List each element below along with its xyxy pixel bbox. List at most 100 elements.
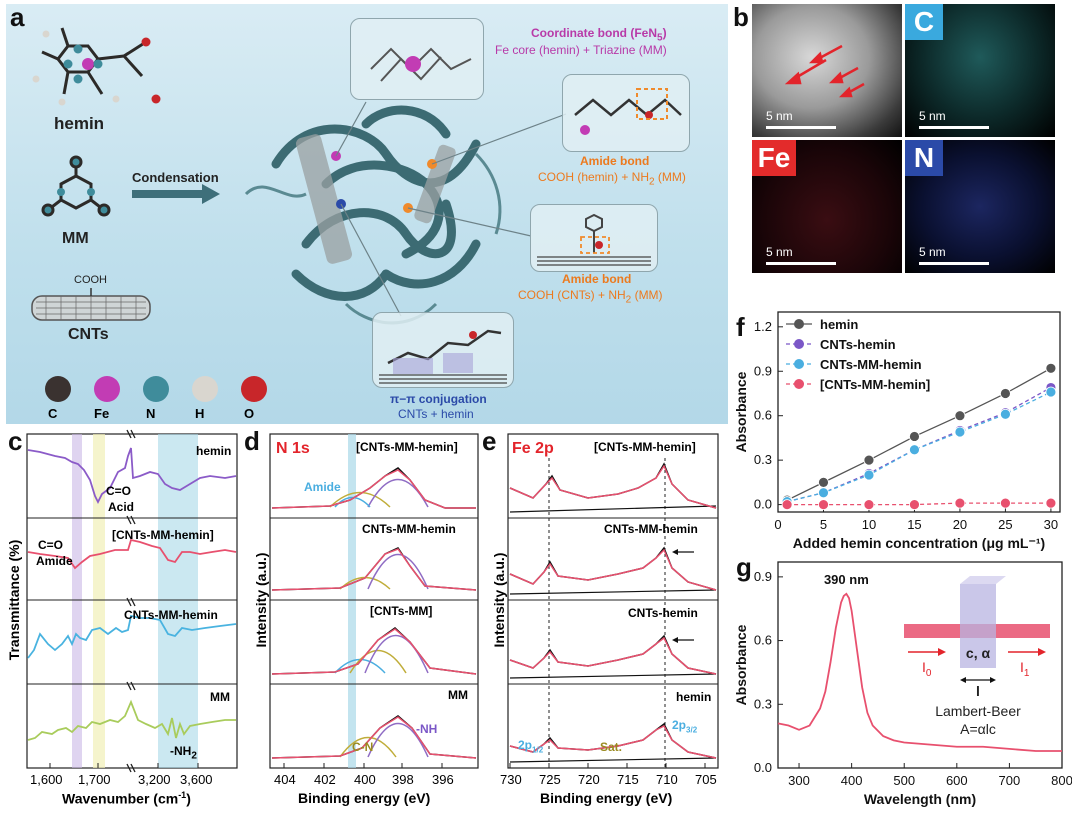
- ftir-trace-cnts-mm-hemin-bracket: [27, 538, 237, 570]
- panel-f-legend-marker-0: [794, 319, 804, 329]
- panel-g-ytick-label: 0.6: [754, 633, 772, 648]
- panel-d-frame: [269, 433, 479, 769]
- em-badge-fe: Fe: [752, 140, 796, 176]
- panel-d-xlabel: Binding energy (eV): [298, 790, 431, 806]
- pi-conjugation-inset: [372, 312, 514, 388]
- xps-n1s-label-4: MM: [448, 688, 468, 702]
- ann-e-2p32: 2p3/2: [672, 718, 697, 734]
- coord-bond-title-close: ): [662, 26, 667, 40]
- ann-co-acid: C=O: [106, 484, 132, 498]
- panel-e-ylabel: Intensity (a.u.): [491, 552, 507, 648]
- lambert-beer-equation-label: A=αlc: [960, 721, 996, 737]
- panel-f-point: [818, 476, 829, 488]
- inset-connectors: [335, 101, 567, 317]
- atom-legend: [45, 376, 267, 402]
- ftir-label-mm: MM: [210, 690, 230, 704]
- pipi-title: π−π conjugation: [390, 392, 487, 406]
- lambert-beer-i1-arrowhead-icon: [1038, 648, 1046, 656]
- ann-e-2p12: 2p1/2: [518, 738, 543, 754]
- ann-nh2-text: -NH: [170, 744, 192, 758]
- panel-f-ytick-label: 0.0: [754, 497, 772, 512]
- atom-c-label: C: [48, 406, 58, 421]
- panel-f-point: [909, 444, 920, 456]
- scale-bar-fe: [766, 262, 836, 265]
- panel-e-dividers: [508, 517, 718, 685]
- panel-g-xtick-label: 400: [841, 773, 863, 788]
- coord-bond-molecule-icon: [370, 47, 472, 82]
- panel-f-legend-label-0: hemin: [820, 317, 858, 332]
- panel-f-point: [863, 469, 875, 481]
- panel-f-point: [954, 410, 966, 422]
- panel-d-tick-0: 404: [274, 772, 296, 787]
- coord-bond-title: Coordinate bond (FeN5): [531, 26, 667, 43]
- ann-acid: Acid: [108, 500, 135, 514]
- panel-e-xlabel: Binding energy (eV): [540, 790, 673, 806]
- panel-f-ytick-label: 0.3: [754, 452, 772, 467]
- ftir-label-cnts-mm-hemin: CNTs-MM-hemin: [124, 608, 218, 622]
- mm-molecule-icon: [41, 155, 111, 217]
- amide-bond-desc-1-tail: (MM): [654, 170, 686, 184]
- panel-letter-d: d: [244, 426, 260, 456]
- panel-f-legend-marker-2: [794, 359, 804, 369]
- ann-e-2p32-text: 2p: [672, 718, 687, 732]
- panel-c-ftir-chart: [26, 429, 238, 773]
- ftir-label-hemin: hemin: [196, 444, 232, 458]
- panel-c-tick-1: 1,700: [78, 772, 111, 787]
- panel-e-tick-5: 705: [695, 772, 717, 787]
- em-tile-n: N 5 nm: [905, 140, 1055, 273]
- em-badge-c: C: [905, 4, 943, 40]
- panel-g-spectrum-line: [777, 592, 1062, 752]
- amide-bond-title-1: Amide bond: [580, 154, 650, 168]
- panel-f-xtick-label: 30: [1044, 517, 1058, 532]
- panel-f-xtick-label: 10: [862, 517, 876, 532]
- amide-bond-desc-2-text: COOH (CNTs) + NH: [518, 288, 626, 302]
- panel-f-xlabel: Added hemin concentration (μg mL⁻¹): [793, 535, 1045, 551]
- panel-c-ylabel: Transmittance (%): [6, 539, 22, 661]
- ann-e-2p12-sub: 1/2: [532, 745, 544, 755]
- panel-f-point: [954, 426, 966, 438]
- em-tile-c: C 5 nm: [905, 4, 1055, 137]
- amide-bond-desc-1-sub: 2: [649, 176, 655, 188]
- panel-e-title: Fe 2p: [512, 440, 554, 457]
- xps-n1s-trace-4: [271, 715, 477, 759]
- panel-g-xtick-label: 600: [946, 773, 968, 788]
- xps-n1s-label-2: CNTs-MM-hemin: [362, 522, 456, 536]
- panel-g-ytick-label: 0.3: [754, 696, 772, 711]
- panel-d-xps-n1s-chart: [269, 433, 479, 769]
- xps-n1s-label-1: [CNTs-MM-hemin]: [356, 440, 458, 454]
- ann-d-cn: C-N: [352, 740, 374, 754]
- panel-f-point: [1000, 408, 1011, 420]
- panel-e-tick-1: 725: [539, 772, 561, 787]
- ann-co-amide: C=O: [38, 538, 64, 552]
- panel-f-point: [1000, 388, 1011, 399]
- panel-e-guides: [548, 458, 666, 768]
- hemin-label: hemin: [54, 114, 105, 133]
- lambert-beer-length-left-head-icon: [960, 677, 966, 683]
- mm-label: MM: [62, 230, 89, 247]
- panel-f-point: [1045, 386, 1057, 398]
- lambert-beer-length-right-head-icon: [990, 677, 996, 683]
- panel-g-peak-label: 390 nm: [824, 572, 869, 587]
- panel-f-point: [1045, 497, 1057, 509]
- panel-d-tick-1: 402: [314, 772, 336, 787]
- xps-fe2p-label-4: hemin: [676, 690, 712, 704]
- coord-bond-inset: [350, 18, 484, 100]
- band-co-acid: [93, 434, 105, 768]
- xps-fe2p-label-2: CNTs-MM-hemin: [604, 522, 698, 536]
- scale-label-c: 5 nm: [919, 109, 946, 123]
- amide-bond-desc-2-sub: 2: [625, 294, 632, 306]
- ftir-trace-cnts-mm-hemin: [27, 614, 237, 659]
- lambert-beer-l-label: l: [976, 683, 980, 699]
- ftir-trace-hemin: [27, 447, 237, 505]
- enzyme-ribbon-thin-icon: [244, 152, 502, 325]
- panel-f-point: [909, 499, 920, 510]
- ann-e-sat: Sat.: [600, 740, 623, 754]
- xps-fe2p-trace-4: [509, 722, 717, 763]
- cnts-label: CNTs: [68, 326, 109, 343]
- panel-g-xtick-label: 500: [893, 773, 915, 788]
- atom-h-icon: [192, 376, 218, 402]
- coord-bond-title-text: Coordinate bond (FeN: [531, 26, 657, 40]
- cooh-label: COOH: [74, 274, 107, 286]
- condensation-arrow-icon: [132, 184, 220, 204]
- ann-amide: Amide: [36, 554, 73, 568]
